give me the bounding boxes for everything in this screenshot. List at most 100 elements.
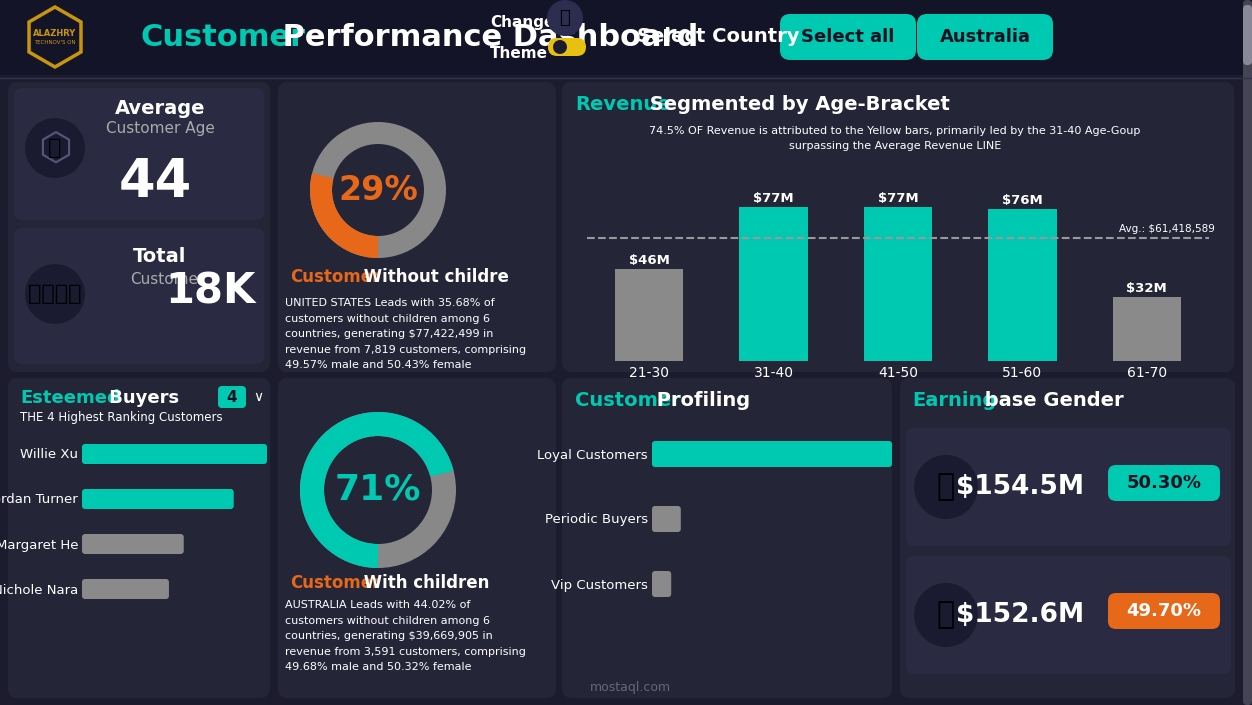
Text: 👨: 👨 [936, 601, 955, 630]
Text: Customer: Customer [575, 391, 681, 410]
Circle shape [25, 118, 85, 178]
Circle shape [547, 0, 583, 36]
Wedge shape [310, 173, 378, 258]
FancyBboxPatch shape [916, 14, 1053, 60]
FancyBboxPatch shape [906, 428, 1231, 546]
Text: 4: 4 [227, 389, 238, 405]
FancyBboxPatch shape [652, 571, 671, 597]
FancyBboxPatch shape [1243, 5, 1252, 65]
Text: ⬡: ⬡ [38, 129, 73, 167]
Text: Select Country: Select Country [637, 27, 799, 47]
FancyBboxPatch shape [906, 556, 1231, 674]
Text: Loyal Customers: Loyal Customers [537, 448, 649, 462]
Text: Avg.: $61,418,589: Avg.: $61,418,589 [1119, 224, 1216, 234]
Text: 29%: 29% [338, 173, 418, 207]
FancyBboxPatch shape [14, 228, 264, 364]
Text: TECHNOV'S ON: TECHNOV'S ON [34, 40, 76, 46]
Text: $77M: $77M [878, 192, 918, 204]
Text: 👨‍👩‍👧‍👦: 👨‍👩‍👧‍👦 [29, 284, 81, 304]
Circle shape [553, 40, 567, 54]
FancyBboxPatch shape [0, 0, 1252, 75]
Text: Willie Xu: Willie Xu [20, 448, 78, 462]
FancyBboxPatch shape [1108, 465, 1219, 501]
FancyBboxPatch shape [8, 378, 270, 698]
Text: Average: Average [115, 99, 205, 118]
Text: 👥: 👥 [49, 138, 61, 158]
Text: Customer: Customer [140, 23, 305, 51]
FancyBboxPatch shape [1108, 593, 1219, 629]
FancyBboxPatch shape [14, 88, 264, 220]
Wedge shape [300, 412, 453, 568]
Text: $76M: $76M [1002, 194, 1043, 207]
Text: Customer Age: Customer Age [105, 121, 214, 135]
Text: Buyers: Buyers [103, 389, 179, 407]
Text: 74.5% OF Revenue is attributed to the Yellow bars, primarily led by the 31-40 Ag: 74.5% OF Revenue is attributed to the Ye… [650, 126, 1141, 151]
Text: 44: 44 [119, 156, 192, 208]
Text: Nichole Nara: Nichole Nara [0, 584, 78, 596]
Text: 71%: 71% [334, 473, 421, 507]
Text: Earning: Earning [911, 391, 997, 410]
Text: Customer: Customer [290, 574, 381, 592]
Bar [1113, 297, 1181, 361]
Circle shape [914, 455, 978, 519]
Circle shape [914, 583, 978, 647]
Text: Australia: Australia [939, 28, 1030, 46]
Text: Customer: Customer [130, 273, 204, 288]
Bar [740, 207, 808, 361]
Text: 49.70%: 49.70% [1127, 602, 1202, 620]
FancyBboxPatch shape [278, 378, 556, 698]
Text: 18K: 18K [165, 271, 255, 313]
Bar [988, 209, 1057, 361]
Text: Margaret He: Margaret He [0, 539, 78, 551]
Text: mostaql.com: mostaql.com [590, 682, 671, 694]
Text: Profiling: Profiling [650, 391, 750, 410]
FancyBboxPatch shape [652, 506, 681, 532]
Text: Change: Change [490, 15, 555, 30]
Text: Theme: Theme [490, 47, 548, 61]
Text: $77M: $77M [754, 192, 794, 204]
FancyBboxPatch shape [900, 378, 1234, 698]
FancyBboxPatch shape [548, 38, 586, 56]
FancyBboxPatch shape [218, 386, 245, 408]
FancyBboxPatch shape [81, 534, 184, 554]
Text: Revenue: Revenue [575, 94, 671, 114]
Text: Vip Customers: Vip Customers [551, 579, 649, 591]
Text: UNITED STATES Leads with 35.68% of
customers without children among 6
countries,: UNITED STATES Leads with 35.68% of custo… [285, 298, 526, 370]
Text: Periodic Buyers: Periodic Buyers [545, 513, 649, 527]
Text: $154.5M: $154.5M [957, 474, 1084, 500]
Text: $32M: $32M [1127, 281, 1167, 295]
FancyBboxPatch shape [652, 441, 891, 467]
Text: 🌙: 🌙 [560, 9, 571, 27]
FancyBboxPatch shape [278, 82, 556, 372]
Text: Esteemed: Esteemed [20, 389, 120, 407]
FancyBboxPatch shape [562, 82, 1234, 372]
Circle shape [25, 264, 85, 324]
Text: Customer: Customer [290, 268, 381, 286]
FancyBboxPatch shape [1243, 0, 1252, 705]
Text: Jordan Turner: Jordan Turner [0, 493, 78, 506]
Text: Select all: Select all [801, 28, 895, 46]
Text: THE 4 Highest Ranking Customers: THE 4 Highest Ranking Customers [20, 412, 223, 424]
Bar [615, 269, 684, 361]
Text: $152.6M: $152.6M [957, 602, 1084, 628]
Wedge shape [300, 412, 456, 568]
Text: ALAZHRY: ALAZHRY [34, 28, 76, 37]
Wedge shape [310, 122, 446, 258]
Text: Performance Dashboard: Performance Dashboard [272, 23, 699, 51]
Bar [864, 207, 933, 361]
FancyBboxPatch shape [562, 378, 891, 698]
Text: Total: Total [133, 247, 187, 266]
Text: AUSTRALIA Leads with 44.02% of
customers without children among 6
countries, gen: AUSTRALIA Leads with 44.02% of customers… [285, 600, 526, 673]
FancyBboxPatch shape [81, 444, 267, 464]
Text: 👩: 👩 [936, 472, 955, 501]
Text: Segmented by Age-Bracket: Segmented by Age-Bracket [644, 94, 950, 114]
Text: 50.30%: 50.30% [1127, 474, 1202, 492]
Text: ∨: ∨ [253, 390, 263, 404]
FancyBboxPatch shape [8, 82, 270, 372]
Text: Without childre: Without childre [358, 268, 508, 286]
Text: $46M: $46M [629, 254, 670, 266]
FancyBboxPatch shape [81, 579, 169, 599]
Text: With children: With children [358, 574, 490, 592]
FancyBboxPatch shape [780, 14, 916, 60]
Text: base Gender: base Gender [978, 391, 1123, 410]
